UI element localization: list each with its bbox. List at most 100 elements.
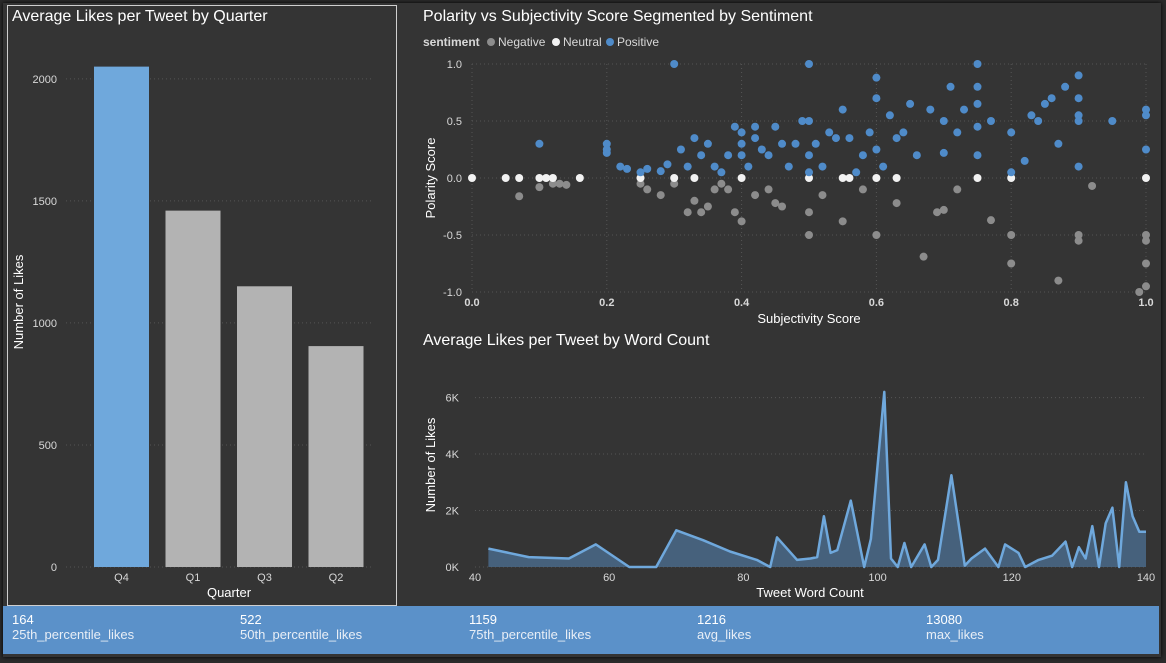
scatter-point-positive[interactable]: [805, 168, 813, 177]
scatter-point-negative[interactable]: [838, 217, 847, 226]
scatter-point-negative[interactable]: [535, 183, 544, 192]
scatter-point-positive[interactable]: [906, 99, 915, 108]
scatter-point-positive[interactable]: [1142, 145, 1150, 154]
kpi-50th-percentile[interactable]: 522 50th_percentile_likes: [240, 612, 362, 642]
scatter-point-neutral[interactable]: [838, 174, 847, 182]
scatter-point-positive[interactable]: [623, 164, 632, 173]
scatter-point-neutral[interactable]: [872, 174, 881, 182]
scatter-point-positive[interactable]: [697, 151, 706, 160]
scatter-point-positive[interactable]: [724, 151, 733, 160]
scatter-point-negative[interactable]: [1054, 276, 1063, 285]
scatter-point-positive[interactable]: [670, 60, 679, 68]
scatter-chart[interactable]: Polarity vs Subjectivity Score Segmented…: [423, 8, 1154, 326]
scatter-point-positive[interactable]: [960, 105, 969, 114]
scatter-point-negative[interactable]: [1142, 259, 1150, 268]
scatter-point-negative[interactable]: [933, 208, 942, 217]
scatter-point-negative[interactable]: [858, 185, 867, 194]
scatter-point-positive[interactable]: [1007, 128, 1016, 137]
scatter-point-positive[interactable]: [751, 134, 760, 143]
scatter-point-positive[interactable]: [973, 99, 982, 108]
scatter-point-positive[interactable]: [858, 151, 867, 160]
scatter-point-negative[interactable]: [730, 208, 739, 217]
scatter-point-positive[interactable]: [973, 122, 982, 131]
scatter-point-neutral[interactable]: [1142, 174, 1150, 182]
scatter-point-positive[interactable]: [986, 117, 995, 125]
scatter-point-positive[interactable]: [616, 162, 625, 171]
scatter-point-negative[interactable]: [771, 199, 780, 208]
scatter-point-positive[interactable]: [1142, 111, 1150, 120]
scatter-point-negative[interactable]: [656, 191, 665, 200]
scatter-point-positive[interactable]: [737, 151, 746, 160]
scatter-point-positive[interactable]: [764, 151, 773, 160]
scatter-point-neutral[interactable]: [973, 174, 982, 182]
scatter-point-negative[interactable]: [1074, 236, 1083, 245]
scatter-point-positive[interactable]: [953, 128, 962, 137]
scatter-point-negative[interactable]: [555, 179, 564, 188]
scatter-point-positive[interactable]: [636, 168, 645, 177]
scatter-point-positive[interactable]: [1020, 156, 1029, 165]
scatter-point-positive[interactable]: [690, 134, 699, 143]
scatter-point-positive[interactable]: [1074, 117, 1083, 125]
scatter-point-negative[interactable]: [643, 185, 652, 194]
scatter-point-positive[interactable]: [879, 162, 888, 171]
scatter-point-neutral[interactable]: [535, 174, 544, 182]
scatter-point-positive[interactable]: [1027, 111, 1036, 120]
scatter-point-positive[interactable]: [939, 148, 948, 157]
scatter-point-positive[interactable]: [805, 60, 813, 68]
scatter-point-neutral[interactable]: [845, 174, 854, 182]
scatter-point-positive[interactable]: [872, 94, 881, 103]
scatter-point-neutral[interactable]: [548, 174, 557, 182]
scatter-point-positive[interactable]: [737, 128, 746, 137]
scatter-point-negative[interactable]: [697, 208, 706, 217]
scatter-point-positive[interactable]: [535, 139, 544, 148]
scatter-point-neutral[interactable]: [892, 174, 901, 182]
scatter-point-positive[interactable]: [825, 128, 834, 137]
scatter-point-positive[interactable]: [1047, 94, 1056, 103]
scatter-point-positive[interactable]: [710, 162, 719, 171]
scatter-point-positive[interactable]: [939, 117, 948, 125]
scatter-point-positive[interactable]: [973, 60, 982, 68]
bar-q3[interactable]: [237, 286, 292, 567]
scatter-point-negative[interactable]: [872, 231, 881, 239]
scatter-point-negative[interactable]: [1135, 288, 1144, 296]
scatter-point-positive[interactable]: [1054, 139, 1063, 148]
scatter-point-positive[interactable]: [885, 111, 894, 120]
scatter-point-positive[interactable]: [865, 128, 874, 137]
scatter-point-positive[interactable]: [737, 139, 746, 148]
scatter-point-negative[interactable]: [939, 205, 948, 214]
scatter-point-negative[interactable]: [515, 192, 524, 201]
bar-q4[interactable]: [94, 66, 149, 567]
scatter-point-positive[interactable]: [784, 162, 793, 171]
scatter-point-positive[interactable]: [912, 151, 921, 160]
scatter-point-positive[interactable]: [926, 105, 935, 114]
scatter-point-neutral[interactable]: [515, 174, 524, 182]
bar-chart[interactable]: Average Likes per Tweet by Quarter 0 500 1…: [11, 8, 372, 600]
scatter-point-positive[interactable]: [771, 122, 780, 131]
legend-item-negative[interactable]: Negative: [498, 35, 546, 49]
scatter-point-negative[interactable]: [986, 216, 995, 225]
scatter-point-negative[interactable]: [737, 217, 746, 226]
scatter-point-negative[interactable]: [710, 185, 719, 194]
scatter-point-negative[interactable]: [1007, 259, 1016, 268]
scatter-point-positive[interactable]: [1074, 94, 1083, 103]
scatter-point-positive[interactable]: [1074, 71, 1083, 80]
area-chart[interactable]: Average Likes per Tweet by Word Count 0K…: [423, 332, 1155, 600]
scatter-point-negative[interactable]: [1142, 236, 1150, 245]
scatter-point-positive[interactable]: [744, 162, 753, 171]
scatter-point-negative[interactable]: [683, 208, 692, 217]
scatter-point-positive[interactable]: [811, 139, 820, 148]
bar-chart-panel[interactable]: [7, 5, 397, 606]
scatter-point-neutral[interactable]: [737, 174, 746, 182]
scatter-point-positive[interactable]: [791, 139, 800, 148]
scatter-point-positive[interactable]: [1061, 82, 1070, 91]
scatter-point-positive[interactable]: [872, 145, 881, 154]
scatter-point-positive[interactable]: [838, 105, 847, 114]
scatter-point-negative[interactable]: [818, 191, 827, 200]
scatter-point-positive[interactable]: [899, 128, 908, 137]
scatter-point-positive[interactable]: [946, 82, 955, 91]
scatter-point-positive[interactable]: [683, 162, 692, 171]
scatter-point-positive[interactable]: [1040, 99, 1049, 108]
scatter-point-positive[interactable]: [751, 122, 760, 131]
scatter-point-positive[interactable]: [1074, 162, 1083, 171]
scatter-point-negative[interactable]: [1074, 231, 1083, 239]
